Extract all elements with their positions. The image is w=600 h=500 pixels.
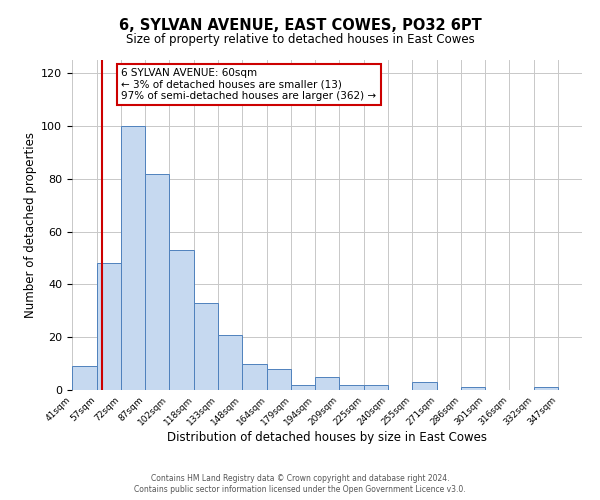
Text: 6 SYLVAN AVENUE: 60sqm
← 3% of detached houses are smaller (13)
97% of semi-deta: 6 SYLVAN AVENUE: 60sqm ← 3% of detached … <box>121 68 376 101</box>
Bar <box>169 250 194 390</box>
Bar <box>72 366 97 390</box>
Y-axis label: Number of detached properties: Number of detached properties <box>24 132 37 318</box>
Bar <box>315 377 339 390</box>
Bar <box>364 384 388 390</box>
Text: Contains HM Land Registry data © Crown copyright and database right 2024.
Contai: Contains HM Land Registry data © Crown c… <box>134 474 466 494</box>
Bar <box>242 364 268 390</box>
Bar <box>145 174 169 390</box>
Bar <box>339 384 364 390</box>
Bar <box>291 384 315 390</box>
Bar <box>412 382 437 390</box>
Text: Size of property relative to detached houses in East Cowes: Size of property relative to detached ho… <box>125 32 475 46</box>
Bar <box>218 334 242 390</box>
Bar <box>461 388 485 390</box>
Bar <box>121 126 145 390</box>
Bar <box>535 388 558 390</box>
X-axis label: Distribution of detached houses by size in East Cowes: Distribution of detached houses by size … <box>167 431 487 444</box>
Bar <box>97 264 121 390</box>
Text: 6, SYLVAN AVENUE, EAST COWES, PO32 6PT: 6, SYLVAN AVENUE, EAST COWES, PO32 6PT <box>119 18 481 32</box>
Bar <box>194 303 218 390</box>
Bar <box>268 369 291 390</box>
